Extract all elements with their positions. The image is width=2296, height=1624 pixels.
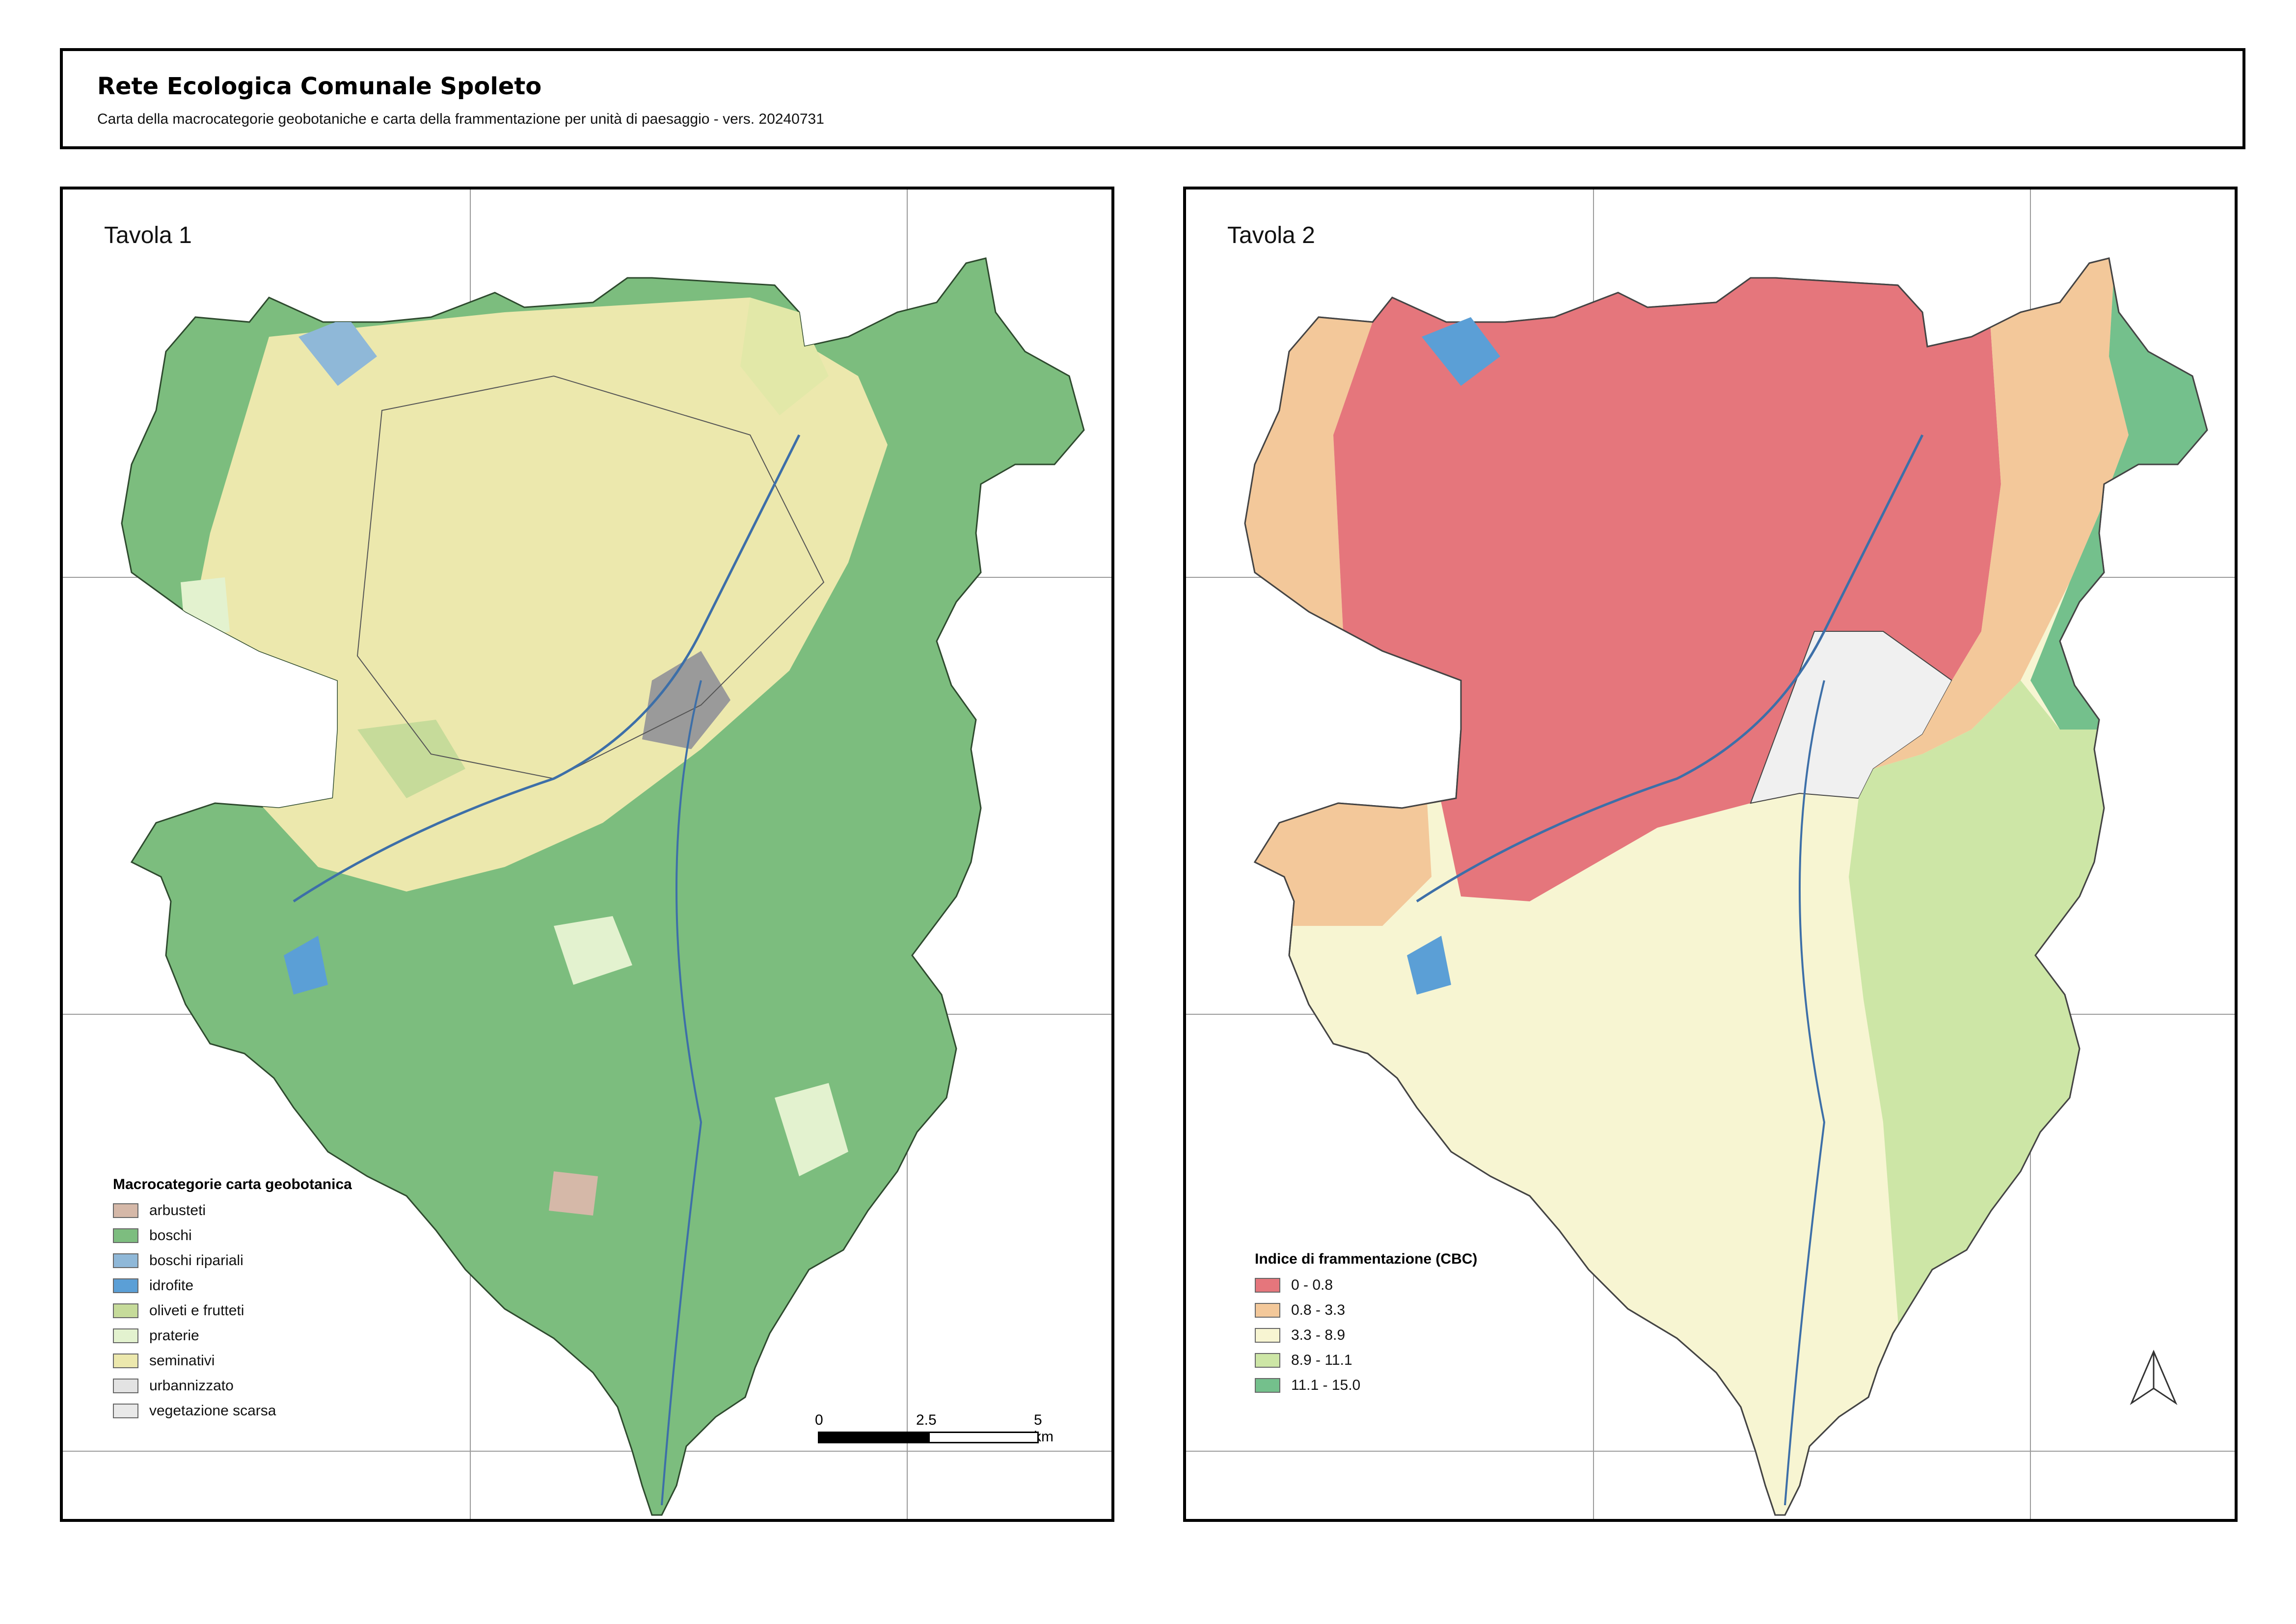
legend-swatch — [1255, 1302, 1280, 1318]
legend-swatch — [113, 1203, 138, 1218]
legend-item: oliveti e frutteti — [113, 1298, 352, 1323]
legend-label: seminativi — [149, 1352, 215, 1369]
panel-label-tavola-2: Tavola 2 — [1227, 222, 1315, 248]
legend-label: 8.9 - 11.1 — [1291, 1352, 1352, 1368]
legend-item: boschi — [113, 1223, 352, 1248]
scale-segment-white — [928, 1432, 1039, 1443]
legend-swatch — [113, 1278, 138, 1293]
legend-label: vegetazione scarsa — [149, 1402, 276, 1419]
legend-swatch — [1255, 1378, 1280, 1393]
legend-item: 0 - 0.8 — [1255, 1272, 1477, 1298]
legend-label: oliveti e frutteti — [149, 1302, 244, 1319]
legend-label: 11.1 - 15.0 — [1291, 1377, 1361, 1393]
legend-swatch — [113, 1353, 138, 1368]
legend-swatch — [1255, 1277, 1280, 1293]
map-panel-tavola-2: Tavola 2 Indice di frammentazione (CBC) … — [1183, 187, 2238, 1522]
legend-swatch — [113, 1253, 138, 1268]
legend-label: praterie — [149, 1327, 199, 1344]
legend-swatch — [113, 1403, 138, 1418]
scale-label-5km: 5 km — [1034, 1412, 1053, 1445]
map-panel-tavola-1: Tavola 1 Macrocategorie carta geobotanic… — [60, 187, 1114, 1522]
legend-item: seminativi — [113, 1348, 352, 1373]
legend-swatch — [113, 1303, 138, 1318]
legend-swatch — [113, 1228, 138, 1243]
legend-label: 0 - 0.8 — [1291, 1276, 1333, 1293]
legend-item: vegetazione scarsa — [113, 1398, 352, 1423]
legend-item: 3.3 - 8.9 — [1255, 1323, 1477, 1348]
scale-label-0: 0 — [815, 1412, 823, 1428]
legend-fragmentation: Indice di frammentazione (CBC) 0 - 0.8 0… — [1255, 1251, 1477, 1398]
legend-swatch — [1255, 1353, 1280, 1368]
legend-title: Indice di frammentazione (CBC) — [1255, 1251, 1478, 1267]
legend-item: idrofite — [113, 1273, 352, 1298]
legend-label: arbusteti — [149, 1202, 206, 1218]
legend-item: 11.1 - 15.0 — [1255, 1373, 1477, 1398]
panel-label-tavola-1: Tavola 1 — [104, 222, 192, 248]
fragmentation-map — [1186, 189, 2235, 1519]
legend-swatch — [113, 1378, 138, 1393]
legend-item: 8.9 - 11.1 — [1255, 1348, 1477, 1373]
map-subtitle: Carta della macrocategorie geobotaniche … — [97, 111, 824, 127]
legend-item: arbusteti — [113, 1198, 352, 1223]
north-arrow-icon — [2130, 1350, 2178, 1406]
legend-item: urbannizzato — [113, 1373, 352, 1398]
legend-label: idrofite — [149, 1277, 194, 1294]
legend-label: 3.3 - 8.9 — [1291, 1326, 1346, 1343]
scale-bar: 0 2.5 5 km — [815, 1412, 1053, 1446]
legend-title: Macrocategorie carta geobotanica — [113, 1176, 352, 1192]
geobotanical-map — [63, 189, 1111, 1519]
map-title: Rete Ecologica Comunale Spoleto — [97, 73, 542, 100]
legend-swatch — [1255, 1327, 1280, 1343]
legend-swatch — [113, 1328, 138, 1343]
municipality-land-cover — [121, 257, 1085, 1516]
legend-geobotanical: Macrocategorie carta geobotanica arbuste… — [113, 1176, 352, 1423]
legend-label: 0.8 - 3.3 — [1291, 1301, 1346, 1318]
scale-label-2-5: 2.5 — [916, 1412, 937, 1428]
legend-label: boschi ripariali — [149, 1252, 243, 1269]
legend-item: 0.8 - 3.3 — [1255, 1298, 1477, 1323]
legend-item: boschi ripariali — [113, 1248, 352, 1273]
legend-item: praterie — [113, 1323, 352, 1348]
legend-label: urbannizzato — [149, 1377, 234, 1394]
scale-segment-black — [818, 1432, 928, 1443]
title-box: Rete Ecologica Comunale Spoleto Carta de… — [60, 48, 2245, 149]
legend-label: boschi — [149, 1227, 192, 1244]
